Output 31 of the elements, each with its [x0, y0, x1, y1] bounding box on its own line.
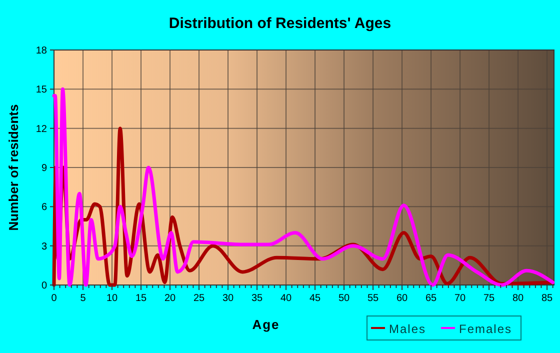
x-tick-label: 45: [309, 293, 322, 304]
y-axis-title: Number of residents: [6, 104, 21, 231]
x-axis-title: Age: [252, 317, 280, 332]
x-tick-label: 60: [396, 293, 408, 304]
x-tick-label: 30: [222, 293, 234, 304]
y-tick-label: 3: [41, 241, 48, 252]
line-series: [52, 87, 555, 287]
x-tick-label: 10: [106, 293, 118, 304]
x-tick-label: 40: [280, 293, 292, 304]
x-tick-label: 55: [367, 293, 380, 304]
x-tick-label: 65: [425, 293, 438, 304]
x-tick-label: 70: [454, 293, 466, 304]
x-tick-label: 20: [164, 293, 176, 304]
x-tick-label: 85: [541, 293, 554, 304]
y-tick-label: 9: [41, 163, 48, 174]
x-tick-label: 5: [80, 293, 86, 304]
y-tick-label: 18: [36, 46, 48, 56]
y-tick-label: 6: [41, 202, 48, 214]
x-tick-label: 80: [512, 293, 524, 304]
x-tick-label: 35: [251, 293, 264, 304]
x-tick-label: 50: [338, 293, 350, 304]
legend-label: Males: [389, 322, 426, 336]
y-tick-label: 12: [36, 124, 48, 135]
legend-label: Females: [459, 322, 512, 336]
x-tick-label: 75: [483, 293, 496, 304]
y-tick-label: 15: [36, 84, 48, 96]
x-tick-label: 25: [193, 293, 206, 304]
x-tick-label: 0: [51, 293, 58, 304]
x-tick-label: 15: [135, 293, 148, 304]
chart-title: Distribution of Residents' Ages: [168, 15, 392, 32]
y-tick-label: 0: [41, 280, 48, 292]
